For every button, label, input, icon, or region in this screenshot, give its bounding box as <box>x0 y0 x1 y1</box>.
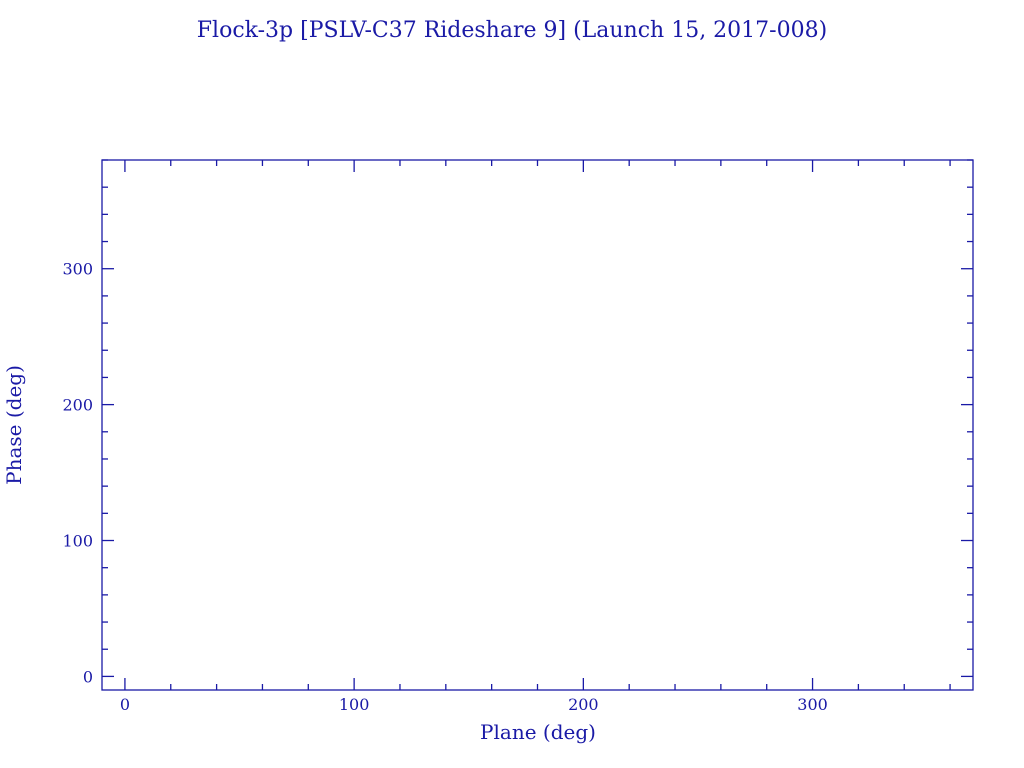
x-tick-label: 100 <box>339 695 370 714</box>
x-tick-label: 0 <box>120 695 130 714</box>
y-axis-label: Phase (deg) <box>2 365 26 485</box>
plot-frame <box>101 159 974 691</box>
y-tick-label: 100 <box>62 532 93 551</box>
y-tick-label: 300 <box>62 260 93 279</box>
x-tick-label: 200 <box>568 695 599 714</box>
ticks <box>102 159 973 690</box>
tick-labels: 0 100 200 300 0 100 200 300 <box>62 260 827 714</box>
y-tick-label: 0 <box>83 667 93 686</box>
chart-title: Flock-3p [PSLV-C37 Rideshare 9] (Launch … <box>197 18 827 43</box>
x-tick-label: 300 <box>797 695 828 714</box>
y-tick-label: 200 <box>62 396 93 415</box>
x-axis-label: Plane (deg) <box>480 720 596 744</box>
